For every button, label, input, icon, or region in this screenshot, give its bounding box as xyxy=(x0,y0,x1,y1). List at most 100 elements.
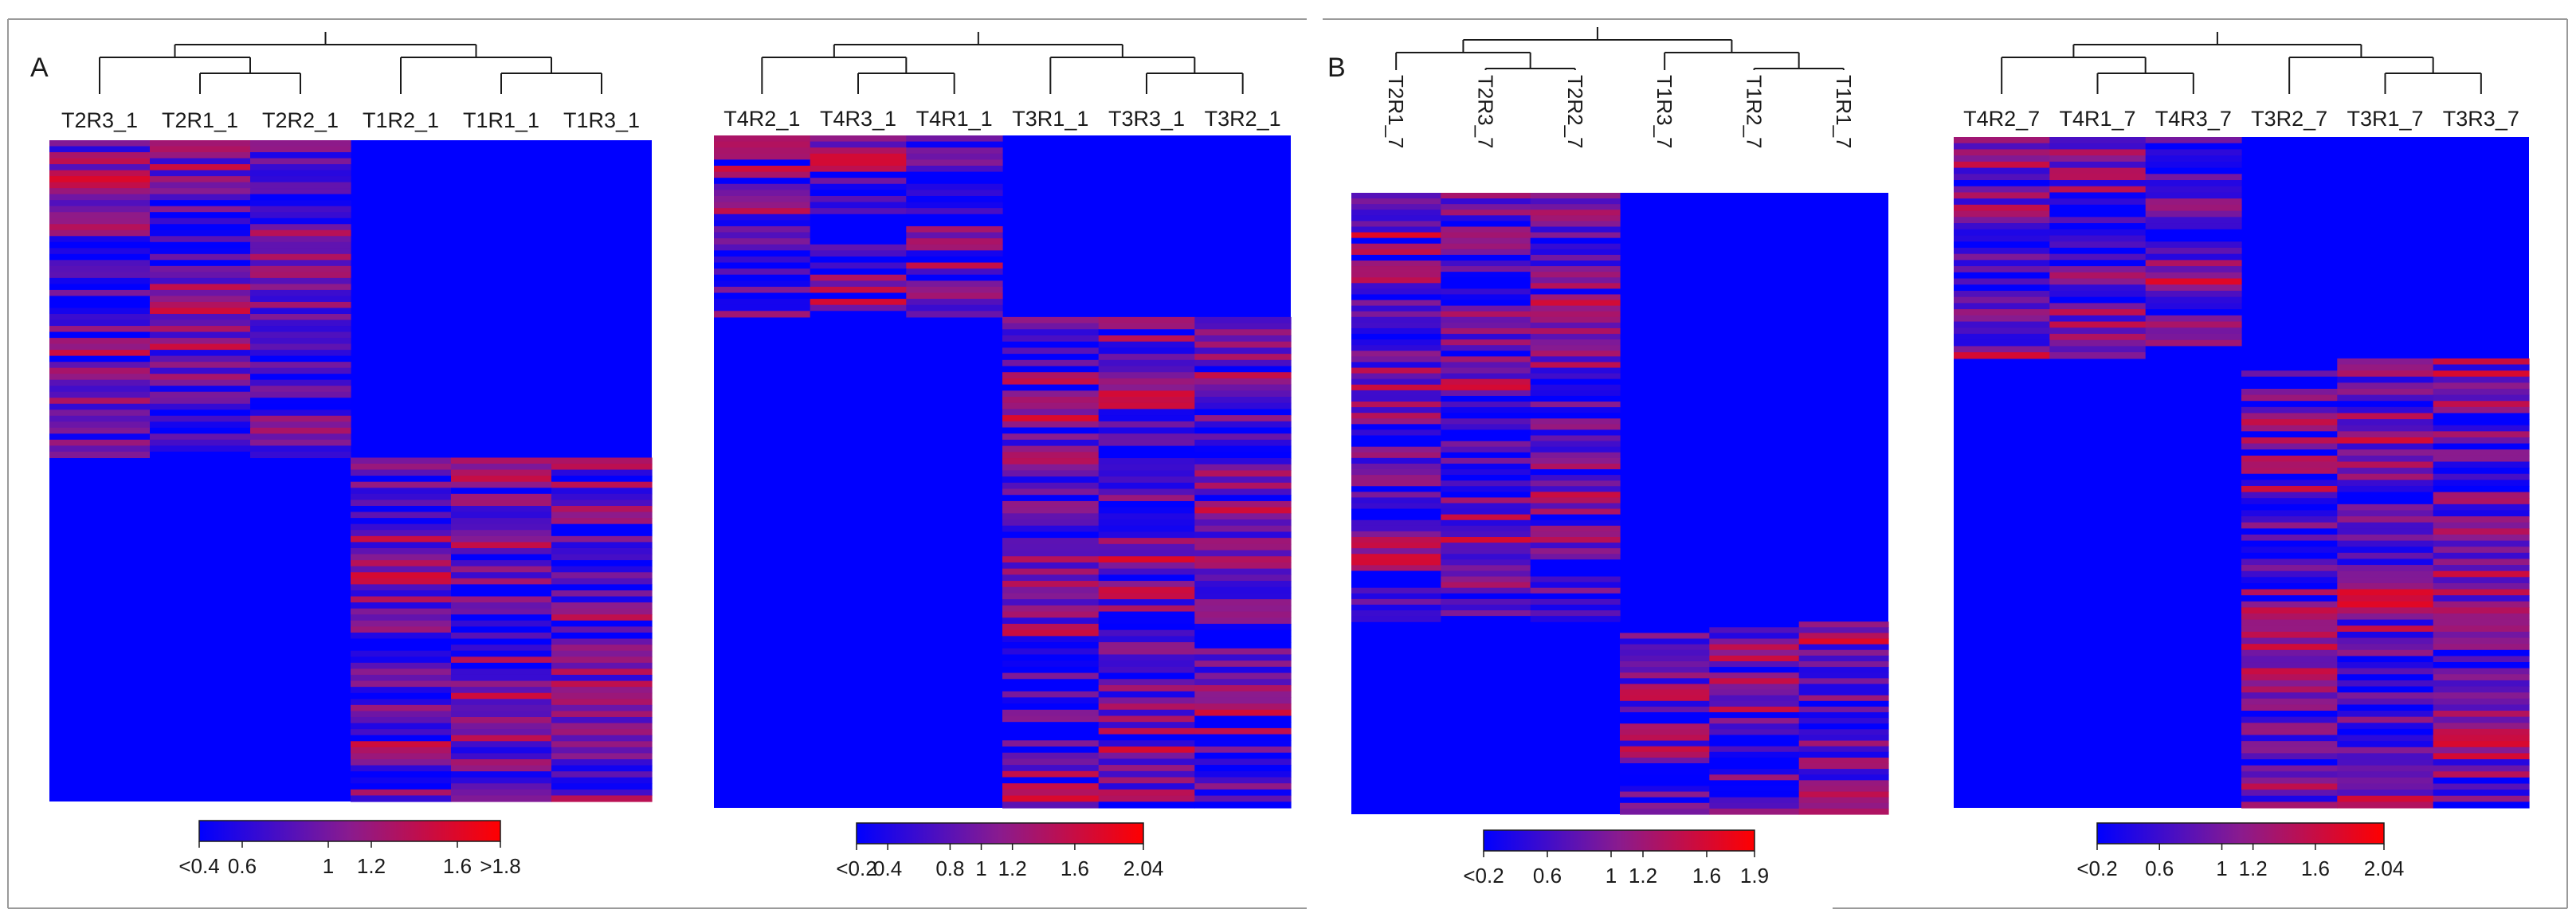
heatmap-cell xyxy=(1709,808,1800,815)
heatmap-cell xyxy=(351,674,452,682)
heatmap-cell xyxy=(1098,684,1195,692)
heatmap-cell xyxy=(1002,390,1100,398)
heatmap-cell xyxy=(2433,668,2530,675)
heatmap-cell xyxy=(1530,226,1621,233)
heatmap-cell xyxy=(906,225,1003,233)
heatmap-cell xyxy=(1002,697,1100,704)
heatmap-cell xyxy=(1441,441,1531,448)
heatmap-cell xyxy=(906,195,1003,203)
heatmap-cell xyxy=(551,674,653,682)
heatmap-cell xyxy=(1441,226,1531,233)
heatmap-cell xyxy=(250,236,351,243)
heatmap-cell xyxy=(1798,808,1889,815)
heatmap-cell xyxy=(2241,668,2338,675)
heatmap-cell xyxy=(1002,789,1100,797)
heatmap-cell xyxy=(1194,734,1292,741)
heatmap-cell xyxy=(1798,649,1889,656)
heatmap-cell xyxy=(2049,155,2147,163)
colorbar-gradient xyxy=(198,820,501,842)
heatmap-cell xyxy=(1441,198,1531,205)
heatmap-cell xyxy=(1441,486,1531,492)
heatmap-cell xyxy=(906,304,1003,312)
heatmap-cell xyxy=(1620,808,1710,815)
heatmap-cell xyxy=(906,238,1003,245)
heatmap-cell xyxy=(551,650,653,657)
heatmap-cell xyxy=(2241,741,2338,748)
heatmap-cell xyxy=(1530,373,1621,380)
heatmap-cell xyxy=(1194,684,1292,692)
heatmap-cell xyxy=(1441,378,1531,386)
heatmap-cell xyxy=(2433,674,2530,681)
heatmap-cell xyxy=(2433,631,2530,639)
heatmap-cell xyxy=(1194,482,1292,490)
heatmap-cell xyxy=(1351,480,1441,487)
heatmap-cell xyxy=(2433,552,2530,560)
column-label: T1R1_7 xyxy=(1832,75,1856,149)
heatmap-cell xyxy=(714,202,811,209)
heatmap-cell xyxy=(1194,445,1292,453)
heatmap-cell xyxy=(1441,554,1531,560)
heatmap-cell xyxy=(1530,457,1621,464)
heatmap-cell xyxy=(2337,570,2434,578)
heatmap-cell xyxy=(2241,637,2338,645)
heatmap-cell xyxy=(2241,783,2338,790)
heatmap-cell xyxy=(1954,247,2050,255)
heatmap-cell xyxy=(2337,771,2434,778)
heatmap-cell xyxy=(1351,497,1441,504)
heatmap-cell xyxy=(2145,278,2242,285)
heatmap-cell xyxy=(810,147,907,155)
heatmap-b-t1-t2: T2R1_7 T2R3_7 T2R2_7 T1R3_7 T1R2_7 T1R1_7 <0.… xyxy=(1351,27,1889,888)
heatmap-cell xyxy=(810,159,907,167)
heatmap-cell xyxy=(1194,495,1292,502)
heatmap-cell xyxy=(1351,486,1441,492)
heatmap-cell xyxy=(1530,249,1621,256)
heatmap-cell xyxy=(1002,709,1100,717)
heatmap-cell xyxy=(2241,656,2338,663)
heatmap-cell xyxy=(2049,223,2147,230)
heatmap-cell xyxy=(714,135,811,143)
heatmap-cell xyxy=(906,159,1003,167)
heatmap-cell xyxy=(2337,394,2434,402)
heatmap-cell xyxy=(451,765,552,772)
heatmap-cell xyxy=(2241,540,2338,547)
heatmap-cell xyxy=(2337,790,2434,797)
heatmap-cell xyxy=(351,650,452,657)
heatmap-cell xyxy=(1098,433,1195,441)
heatmap-cell xyxy=(1441,395,1531,402)
heatmap-cell xyxy=(1530,604,1621,611)
colorbar-tick-label: <0.4 xyxy=(178,854,219,878)
heatmap-cell xyxy=(150,379,251,386)
heatmap-cell xyxy=(2433,777,2530,785)
heatmap-cell xyxy=(451,554,552,561)
heatmap-cell xyxy=(1709,718,1800,724)
heatmap-cell xyxy=(1620,700,1710,707)
heatmap-cell xyxy=(1620,678,1710,685)
heatmap-cell xyxy=(351,662,452,670)
heatmap-cell xyxy=(2337,716,2434,723)
heatmap-cell xyxy=(2433,711,2530,718)
heatmap-cell xyxy=(551,476,653,483)
heatmap-cell xyxy=(1709,644,1800,651)
heatmap-cell xyxy=(1002,372,1100,379)
heatmap-cell xyxy=(1098,752,1195,759)
heatmap-cell xyxy=(1530,232,1621,239)
heatmap-cell xyxy=(49,140,151,147)
heatmap-cell xyxy=(1002,335,1100,343)
heatmap-cell xyxy=(150,212,251,219)
heatmap-cell xyxy=(2433,492,2530,499)
heatmap-cell xyxy=(1098,531,1195,539)
heatmap-cell xyxy=(1098,672,1195,680)
heatmap-cell xyxy=(1798,695,1889,702)
heatmap-cell xyxy=(2145,253,2242,261)
heatmap-cell xyxy=(1441,475,1531,481)
heatmap-cell xyxy=(2049,352,2147,359)
heatmap-cell xyxy=(351,488,452,495)
heatmap-cell xyxy=(1530,508,1621,515)
heatmap-cell xyxy=(2433,431,2530,438)
heatmap-cell xyxy=(1798,672,1889,679)
heatmap-cell xyxy=(1441,435,1531,442)
heatmap-cell xyxy=(906,183,1003,190)
heatmap-cell xyxy=(2433,455,2530,463)
heatmap-cell xyxy=(1620,762,1710,770)
heatmap-cell xyxy=(1798,769,1889,775)
